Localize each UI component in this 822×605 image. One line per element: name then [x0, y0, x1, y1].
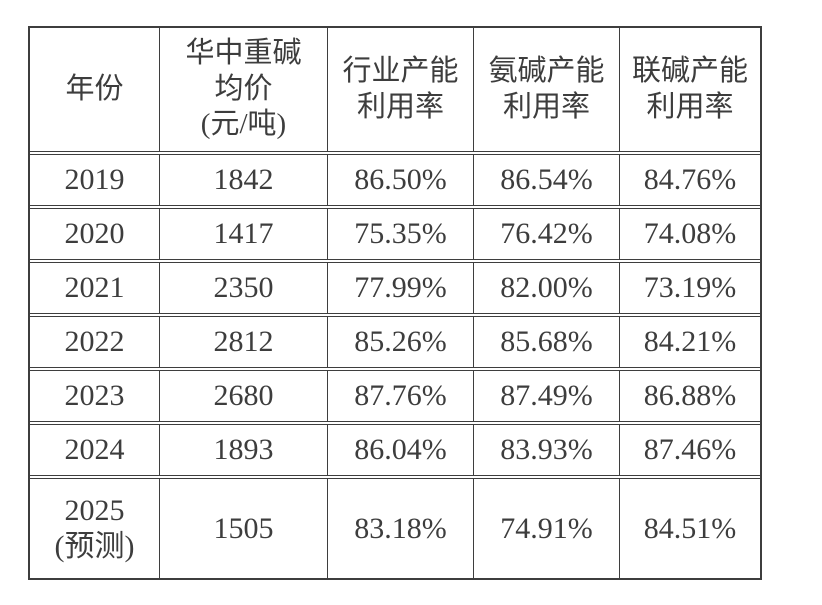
table-row-2020: 2020 1417 75.35% 76.42% 74.08%: [30, 208, 760, 260]
ammonia-utilization-cell: 82.00%: [473, 263, 619, 313]
industry-utilization-cell: 77.99%: [327, 263, 473, 313]
year-cell: 2019: [64, 163, 125, 196]
price-cell: 1893: [159, 425, 327, 475]
combined-utilization-cell: 87.46%: [619, 425, 760, 475]
combined-utilization-cell: 84.51%: [619, 479, 760, 578]
ammonia-utilization-cell: 87.49%: [473, 371, 619, 421]
year-cell: 2025 (预测): [54, 493, 135, 563]
table-row-2021: 2021 2350 77.99% 82.00% 73.19%: [30, 262, 760, 314]
industry-utilization-cell: 86.04%: [327, 425, 473, 475]
header-year: 年份: [65, 72, 124, 105]
price-cell: 1505: [159, 479, 327, 578]
industry-utilization-cell: 87.76%: [327, 371, 473, 421]
industry-utilization-cell: 86.50%: [327, 155, 473, 205]
price-cell: 1417: [159, 209, 327, 259]
table-row-2025-forecast: 2025 (预测) 1505 83.18% 74.91% 84.51%: [30, 478, 760, 578]
table-header-row: 年份 华中重碱 均价 (元/吨) 行业产能 利用率 氨碱产能 利用率 联碱产能 …: [30, 28, 760, 152]
soda-ash-capacity-table: 年份 华中重碱 均价 (元/吨) 行业产能 利用率 氨碱产能 利用率 联碱产能 …: [28, 26, 762, 580]
header-industry-utilization: 行业产能 利用率: [327, 28, 473, 151]
industry-utilization-cell: 83.18%: [327, 479, 473, 578]
year-cell: 2022: [64, 325, 125, 358]
year-cell: 2024: [64, 433, 125, 466]
combined-utilization-cell: 74.08%: [619, 209, 760, 259]
price-cell: 1842: [159, 155, 327, 205]
price-cell: 2812: [159, 317, 327, 367]
industry-utilization-cell: 75.35%: [327, 209, 473, 259]
industry-utilization-cell: 85.26%: [327, 317, 473, 367]
year-cell: 2023: [64, 379, 125, 412]
table-row-2019: 2019 1842 86.50% 86.54% 84.76%: [30, 154, 760, 206]
ammonia-utilization-cell: 86.54%: [473, 155, 619, 205]
table-row-2023: 2023 2680 87.76% 87.49% 86.88%: [30, 370, 760, 422]
combined-utilization-cell: 84.76%: [619, 155, 760, 205]
header-price: 华中重碱 均价 (元/吨): [159, 28, 327, 151]
ammonia-utilization-cell: 74.91%: [473, 479, 619, 578]
ammonia-utilization-cell: 83.93%: [473, 425, 619, 475]
combined-utilization-cell: 86.88%: [619, 371, 760, 421]
table-row-2022: 2022 2812 85.26% 85.68% 84.21%: [30, 316, 760, 368]
price-cell: 2680: [159, 371, 327, 421]
price-cell: 2350: [159, 263, 327, 313]
ammonia-utilization-cell: 76.42%: [473, 209, 619, 259]
header-ammonia-utilization: 氨碱产能 利用率: [473, 28, 619, 151]
year-cell: 2020: [64, 217, 125, 250]
year-cell: 2021: [64, 271, 125, 304]
header-combined-utilization: 联碱产能 利用率: [619, 28, 760, 151]
ammonia-utilization-cell: 85.68%: [473, 317, 619, 367]
table-row-2024: 2024 1893 86.04% 83.93% 87.46%: [30, 424, 760, 476]
combined-utilization-cell: 84.21%: [619, 317, 760, 367]
combined-utilization-cell: 73.19%: [619, 263, 760, 313]
